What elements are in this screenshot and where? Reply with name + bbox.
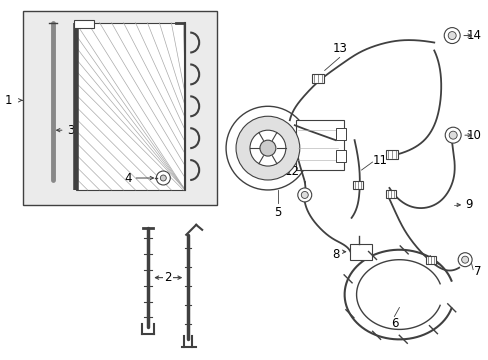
Text: 7: 7: [473, 265, 481, 278]
Bar: [335, 150, 345, 162]
Circle shape: [457, 253, 471, 267]
Text: 4: 4: [123, 171, 131, 185]
Circle shape: [160, 175, 166, 181]
Circle shape: [448, 131, 456, 139]
Bar: [23, 11, 217, 205]
Bar: [76, 23, 185, 190]
Circle shape: [249, 130, 285, 166]
Circle shape: [236, 116, 299, 180]
Bar: [74, 20, 93, 28]
Circle shape: [443, 28, 459, 44]
Text: 5: 5: [274, 206, 281, 219]
Text: 1: 1: [5, 94, 13, 107]
Text: 10: 10: [466, 129, 481, 142]
Bar: [386, 190, 396, 198]
Circle shape: [156, 171, 170, 185]
Circle shape: [301, 192, 307, 198]
Text: 3: 3: [66, 124, 74, 137]
Circle shape: [225, 106, 309, 190]
Text: 11: 11: [372, 154, 386, 167]
Circle shape: [461, 256, 468, 263]
Text: 9: 9: [464, 198, 472, 211]
Text: 12: 12: [284, 165, 299, 178]
Text: 14: 14: [466, 29, 481, 42]
Text: 2: 2: [164, 271, 172, 284]
Bar: [386, 150, 398, 159]
Bar: [426, 256, 435, 264]
Bar: [349, 244, 371, 260]
Bar: [352, 181, 362, 189]
Bar: [295, 120, 343, 170]
Text: 6: 6: [390, 318, 397, 330]
Text: 13: 13: [331, 42, 346, 55]
Bar: [311, 75, 323, 84]
Bar: [335, 128, 345, 140]
Circle shape: [297, 188, 311, 202]
Text: 8: 8: [331, 248, 339, 261]
Circle shape: [447, 32, 455, 40]
Circle shape: [444, 127, 460, 143]
Circle shape: [260, 140, 275, 156]
